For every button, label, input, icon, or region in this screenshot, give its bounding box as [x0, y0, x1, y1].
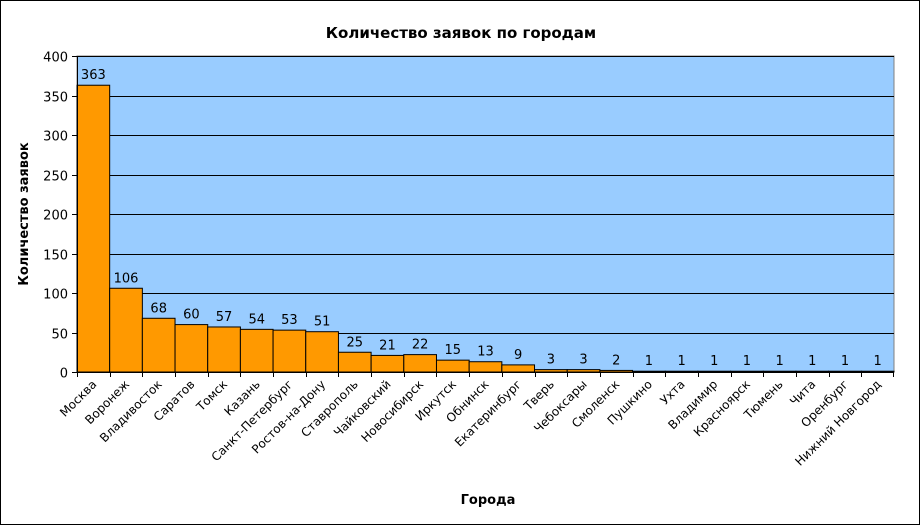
bar — [435, 359, 470, 373]
bar — [730, 370, 764, 373]
y-tick-label: 50 — [51, 328, 68, 343]
plot-area: 0 50 100 150 200 250 300 350 400 363 106 68 60 57 54 53… — [43, 51, 895, 469]
y-tick-label: 400 — [43, 51, 68, 66]
bar — [76, 84, 111, 373]
data-label: 57 — [216, 310, 233, 325]
bar — [697, 370, 732, 373]
bar — [305, 331, 339, 373]
data-label: 3 — [547, 353, 555, 368]
data-label: 1 — [841, 354, 849, 369]
bar — [468, 361, 503, 373]
data-label: 363 — [81, 68, 106, 83]
data-label: 106 — [114, 271, 139, 286]
bar — [109, 287, 143, 373]
data-label: 22 — [412, 338, 429, 353]
data-label: 15 — [445, 343, 462, 358]
data-label: 1 — [743, 354, 751, 369]
bar — [664, 370, 699, 373]
data-label: 53 — [281, 313, 298, 328]
data-label: 1 — [645, 354, 653, 369]
data-label: 13 — [477, 345, 494, 360]
x-axis-title: Города — [461, 493, 516, 508]
bar — [207, 326, 241, 373]
y-tick-label: 150 — [43, 249, 68, 264]
bar — [141, 317, 176, 373]
data-label: 1 — [775, 354, 783, 369]
bar — [632, 370, 666, 373]
y-tick-label: 250 — [43, 170, 68, 185]
data-label: 1 — [710, 354, 718, 369]
bar — [534, 369, 568, 373]
chart-title: Количество заявок по городам — [326, 24, 596, 42]
data-label: 54 — [248, 312, 265, 327]
y-tick-label: 200 — [43, 209, 68, 224]
bar — [174, 324, 209, 373]
y-tick-label: 350 — [43, 91, 68, 106]
bar — [795, 370, 830, 373]
bar — [239, 328, 274, 373]
bar — [272, 329, 307, 373]
y-axis-title: Количество заявок — [17, 142, 32, 286]
bar — [860, 370, 895, 373]
bar — [403, 354, 437, 373]
bar — [501, 364, 536, 373]
data-label: 1 — [808, 354, 816, 369]
x-category-label: Ухта — [657, 377, 687, 407]
data-label: 1 — [874, 354, 882, 369]
data-label: 1 — [677, 354, 685, 369]
data-label: 60 — [183, 308, 200, 323]
bar — [762, 370, 797, 373]
data-label: 68 — [150, 301, 167, 316]
bar — [370, 354, 405, 373]
y-tick-label: 300 — [43, 130, 68, 145]
data-label: 25 — [347, 335, 364, 350]
bar — [828, 370, 862, 373]
data-label: 51 — [314, 315, 331, 330]
data-label: 3 — [579, 353, 587, 368]
data-label: 2 — [612, 353, 620, 368]
data-label: 21 — [379, 338, 396, 353]
bar — [566, 369, 601, 373]
y-tick-label: 0 — [60, 367, 68, 382]
bar — [599, 369, 634, 373]
bar — [337, 351, 372, 373]
data-label: 9 — [514, 348, 522, 363]
y-tick-label: 100 — [43, 288, 68, 303]
